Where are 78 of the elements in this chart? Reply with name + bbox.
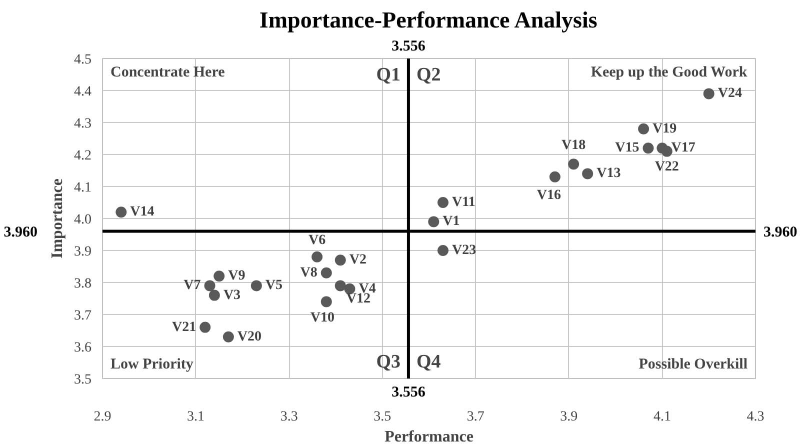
y-tick-label: 3.7 <box>74 308 92 324</box>
x-tick-label: 4.3 <box>746 410 764 424</box>
point <box>320 267 332 278</box>
series-label: V9 <box>228 268 246 284</box>
point <box>428 216 440 228</box>
annotation: Q1 <box>376 64 400 86</box>
series-label: V20 <box>237 329 262 344</box>
annotation: Possible Overkill <box>638 356 748 372</box>
y-tick-label: 3.5 <box>74 372 92 388</box>
point <box>703 88 714 100</box>
series-label: V11 <box>452 195 476 210</box>
series-label: V21 <box>172 320 196 335</box>
x-tick-label: 2.9 <box>94 410 112 424</box>
text: 3.556 <box>392 384 426 400</box>
point <box>320 296 332 308</box>
series-label: V13 <box>596 166 621 182</box>
x-tick-label: 3.9 <box>560 410 578 424</box>
x-tick-label: 3.7 <box>466 410 484 424</box>
point <box>549 171 560 182</box>
series-label: V17 <box>671 140 696 156</box>
point <box>200 322 211 333</box>
y-axis-title: Importance <box>49 178 66 258</box>
x-tick-label: 3.1 <box>187 410 205 424</box>
point <box>312 251 323 262</box>
y-tick-label: 4.3 <box>74 116 92 132</box>
point <box>437 245 448 256</box>
series-label: V7 <box>184 278 201 294</box>
point <box>116 206 127 218</box>
text: 3.960 <box>4 224 38 240</box>
y-tick-label: 4.2 <box>74 148 92 164</box>
point <box>638 123 650 134</box>
series-label: V5 <box>265 278 283 294</box>
series-label: V8 <box>300 265 318 280</box>
y-tick-label: 3.9 <box>74 244 92 260</box>
series-label: V14 <box>130 204 154 220</box>
series-label: V10 <box>310 310 334 326</box>
annotation: Keep up the Good Work <box>590 64 748 80</box>
series-label: V15 <box>615 140 640 156</box>
series-label: V6 <box>308 232 326 248</box>
series-label: V1 <box>442 214 460 230</box>
y-tick-label: 4.4 <box>74 84 92 100</box>
series-label: V18 <box>562 138 586 154</box>
series-label: V19 <box>652 121 677 136</box>
annotation: Q3 <box>376 352 400 372</box>
point <box>222 331 234 342</box>
point <box>250 280 262 292</box>
point <box>642 142 654 154</box>
series-label: V16 <box>536 188 562 203</box>
point <box>437 197 448 208</box>
x-tick-label: 4.1 <box>653 410 671 424</box>
y-tick-label: 4.0 <box>74 212 92 228</box>
chart-title: Importance-Performance Analysis <box>259 8 598 32</box>
annotation: Low Priority <box>110 356 194 372</box>
ref-line-label: 3.960 <box>764 224 798 240</box>
x-axis-title: Performance <box>384 428 474 446</box>
y-tick-label: 4.1 <box>74 180 92 196</box>
series-label: V22 <box>654 159 679 174</box>
annotation: Concentrate Here <box>110 64 226 80</box>
point <box>661 146 672 157</box>
series-label: V23 <box>452 243 476 258</box>
x-tick-label: 3.5 <box>374 410 392 424</box>
y-tick-label: 3.8 <box>74 276 92 292</box>
point <box>334 254 346 266</box>
annotation: Q2 <box>416 64 441 86</box>
annotation: Q4 <box>416 352 442 372</box>
point <box>568 158 580 170</box>
ref-line-label: 3.556 <box>392 38 426 54</box>
point <box>582 168 594 180</box>
y-tick-label: 3.6 <box>74 340 92 356</box>
series-label: V3 <box>223 288 241 303</box>
point <box>204 280 216 292</box>
y-tick-label: 4.5 <box>74 52 92 68</box>
series-label: V24 <box>718 86 742 102</box>
x-tick-label: 3.3 <box>280 410 298 424</box>
point <box>214 270 225 282</box>
series-label: V2 <box>349 252 367 268</box>
point <box>208 290 220 301</box>
point <box>334 280 346 292</box>
